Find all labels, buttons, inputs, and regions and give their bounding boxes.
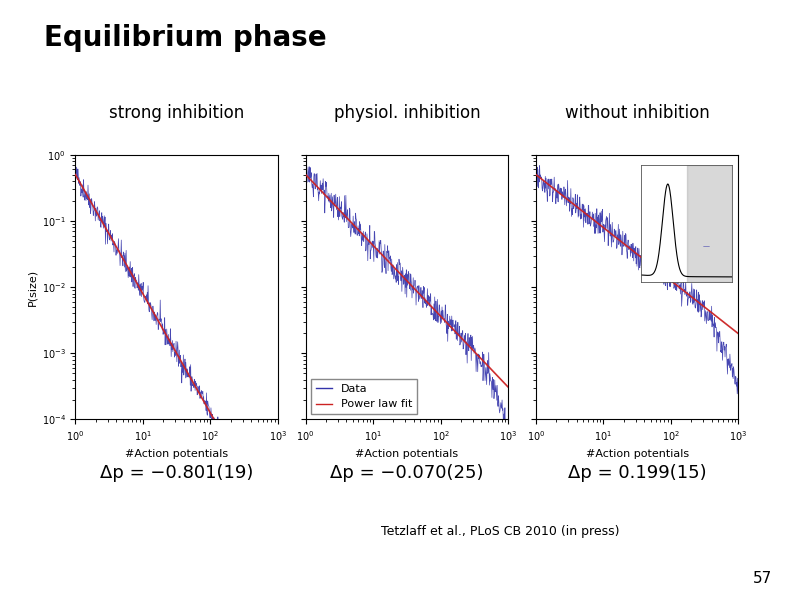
Text: 57: 57	[753, 571, 772, 586]
X-axis label: #Action potentials: #Action potentials	[356, 449, 458, 459]
Text: Δp = −0.801(19): Δp = −0.801(19)	[100, 464, 253, 482]
X-axis label: #Action potentials: #Action potentials	[125, 449, 228, 459]
Text: Δp = 0.199(15): Δp = 0.199(15)	[568, 464, 707, 482]
Text: strong inhibition: strong inhibition	[109, 104, 245, 122]
Text: Tetzlaff et al., PLoS CB 2010 (in press): Tetzlaff et al., PLoS CB 2010 (in press)	[381, 525, 619, 538]
Y-axis label: P(size): P(size)	[27, 268, 37, 306]
Text: Equilibrium phase: Equilibrium phase	[44, 24, 326, 52]
Legend: Data, Power law fit: Data, Power law fit	[311, 380, 417, 414]
Text: physiol. inhibition: physiol. inhibition	[333, 104, 480, 122]
Text: Δp = −0.070(25): Δp = −0.070(25)	[330, 464, 484, 482]
Text: without inhibition: without inhibition	[565, 104, 710, 122]
X-axis label: #Action potentials: #Action potentials	[586, 449, 688, 459]
